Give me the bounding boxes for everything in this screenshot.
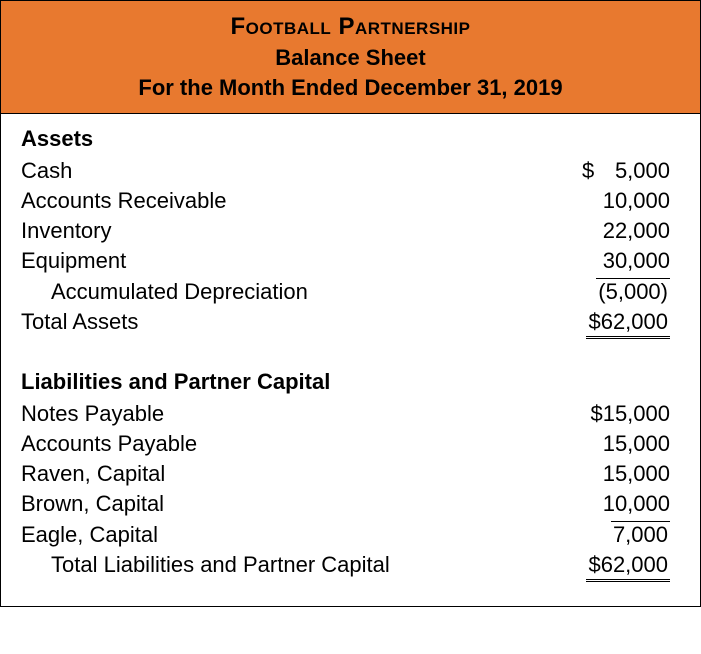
value-number: 15,000: [603, 431, 670, 456]
content: Assets Cash $5,000 Accounts Receivable 1…: [1, 114, 700, 606]
line-row: Inventory 22,000: [21, 218, 680, 244]
value-number: 15,000: [603, 401, 670, 426]
value-number: 15,000: [603, 461, 670, 486]
line-value: 10,000: [550, 491, 670, 517]
line-row: Accumulated Depreciation (5,000): [21, 278, 680, 305]
line-label: Brown, Capital: [21, 491, 550, 517]
line-value: 7,000: [550, 521, 670, 548]
currency-symbol: $: [588, 309, 600, 334]
currency-symbol: $: [582, 158, 594, 184]
total-value: $62,000: [550, 552, 670, 582]
company-name: Football Partnership: [1, 13, 700, 41]
line-value: 15,000: [550, 431, 670, 457]
line-value: 10,000: [550, 188, 670, 214]
line-label: Cash: [21, 158, 550, 184]
currency-symbol: $: [590, 401, 602, 426]
line-label: Notes Payable: [21, 401, 550, 427]
value-number: 10,000: [603, 491, 670, 516]
line-label: Accounts Receivable: [21, 188, 550, 214]
line-row: Accounts Payable 15,000: [21, 431, 680, 457]
total-label: Total Liabilities and Partner Capital: [21, 552, 550, 578]
line-row: Notes Payable $15,000: [21, 401, 680, 427]
liabilities-section-title: Liabilities and Partner Capital: [21, 369, 680, 395]
value-number: (5,000): [596, 278, 670, 305]
line-label: Equipment: [21, 248, 550, 274]
line-value: 15,000: [550, 461, 670, 487]
line-row: Raven, Capital 15,000: [21, 461, 680, 487]
value-number: 7,000: [611, 521, 670, 548]
assets-section-title: Assets: [21, 126, 680, 152]
balance-sheet-container: Football Partnership Balance Sheet For t…: [0, 0, 701, 607]
line-label: Inventory: [21, 218, 550, 244]
spacer: [21, 343, 680, 367]
value-number: 62,000: [601, 552, 668, 577]
line-row: Accounts Receivable 10,000: [21, 188, 680, 214]
line-value: 22,000: [550, 218, 670, 244]
report-title: Balance Sheet: [1, 45, 700, 71]
line-label: Accumulated Depreciation: [21, 279, 550, 305]
total-row: Total Assets $62,000: [21, 309, 680, 339]
header: Football Partnership Balance Sheet For t…: [1, 1, 700, 114]
total-value: $62,000: [550, 309, 670, 339]
period: For the Month Ended December 31, 2019: [1, 75, 700, 101]
line-row: Brown, Capital 10,000: [21, 491, 680, 517]
total-row: Total Liabilities and Partner Capital $6…: [21, 552, 680, 582]
currency-symbol: $: [588, 552, 600, 577]
line-value: $15,000: [550, 401, 670, 427]
line-label: Accounts Payable: [21, 431, 550, 457]
line-value: $5,000: [550, 158, 670, 184]
value-number: 22,000: [603, 218, 670, 243]
line-row: Cash $5,000: [21, 158, 680, 184]
line-label: Raven, Capital: [21, 461, 550, 487]
value-number: 10,000: [603, 188, 670, 213]
value-number: 30,000: [603, 248, 670, 273]
line-value: 30,000: [550, 248, 670, 274]
line-row: Equipment 30,000: [21, 248, 680, 274]
total-label: Total Assets: [21, 309, 550, 335]
line-value: (5,000): [550, 278, 670, 305]
value-number: 62,000: [601, 309, 668, 334]
line-row: Eagle, Capital 7,000: [21, 521, 680, 548]
line-label: Eagle, Capital: [21, 522, 550, 548]
value-number: 5,000: [615, 158, 670, 184]
